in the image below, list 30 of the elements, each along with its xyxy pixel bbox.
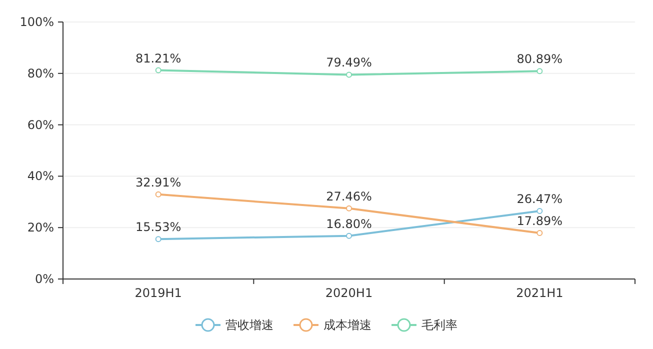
point (346, 205, 352, 212)
point (155, 191, 162, 198)
point (346, 72, 352, 78)
x-tick-label: 2021H1 (516, 286, 564, 300)
data-label: 26.47% (516, 192, 563, 206)
data-label: 79.49% (326, 56, 372, 70)
legend-label: 毛利率 (422, 318, 458, 332)
y-tick-label: 0% (34, 272, 54, 286)
data-label: 17.89% (516, 214, 563, 228)
y-tick-label: 80% (27, 66, 54, 80)
point (536, 68, 543, 74)
data-label: 15.53% (135, 220, 182, 234)
y-tick-label: 100% (20, 15, 54, 29)
point (155, 67, 162, 74)
point (536, 208, 543, 214)
legend-label: 成本增速 (324, 318, 372, 332)
data-label: 27.46% (326, 189, 372, 204)
data-label: 32.91% (135, 175, 182, 190)
y-tick-label: 60% (27, 118, 54, 132)
x-tick-label: 2020H1 (325, 286, 373, 300)
legend-label: 营收增速 (226, 318, 274, 332)
data-label: 16.80% (326, 216, 372, 231)
data-label: 81.21% (135, 51, 182, 66)
y-tick-label: 40% (27, 169, 54, 184)
point (536, 230, 543, 236)
x-tick-label: 2019H1 (134, 286, 182, 300)
point (346, 232, 352, 239)
point (155, 236, 162, 242)
y-tick-label: 20% (27, 220, 54, 235)
data-label: 80.89% (516, 52, 563, 66)
